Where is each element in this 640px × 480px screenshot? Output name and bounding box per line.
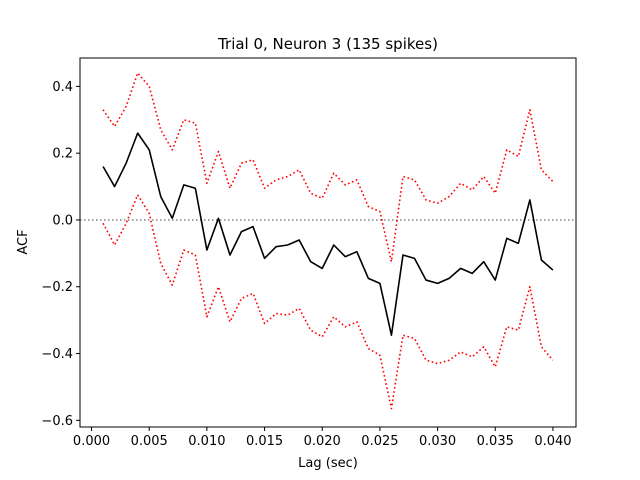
x-tick-label: 0.005 — [131, 434, 168, 449]
x-tick-label: 0.030 — [419, 434, 456, 449]
x-tick-label: 0.015 — [246, 434, 283, 449]
x-axis-label: Lag (sec) — [298, 456, 358, 471]
x-axis: 0.000 0.005 0.010 0.015 0.020 0.025 0.030 0.035… — [73, 427, 572, 449]
chart-title: Trial 0, Neuron 3 (135 spikes) — [217, 35, 438, 53]
x-tick-label: 0.020 — [304, 434, 341, 449]
y-axis-label: ACF — [16, 229, 31, 254]
lower-bound-line — [102, 194, 554, 410]
y-tick-label: 0.0 — [52, 213, 73, 228]
y-tick-label: 0.4 — [52, 80, 73, 95]
y-tick-label: 0.2 — [52, 147, 73, 162]
series-layer — [102, 72, 554, 410]
x-tick-label: 0.025 — [361, 434, 398, 449]
x-tick-label: 0.000 — [73, 434, 110, 449]
x-tick-label: 0.040 — [534, 434, 571, 449]
y-tick-label: −0.6 — [41, 414, 73, 429]
plot-frame — [79, 57, 577, 428]
x-tick-label: 0.035 — [477, 434, 514, 449]
y-axis: 0.4 0.2 0.0 −0.2 −0.4 −0.6 — [41, 80, 80, 429]
y-tick-label: −0.4 — [41, 347, 73, 362]
x-tick-label: 0.010 — [188, 434, 225, 449]
upper-bound-line — [102, 72, 554, 263]
y-tick-label: −0.2 — [41, 280, 73, 295]
acf-line — [102, 132, 554, 336]
